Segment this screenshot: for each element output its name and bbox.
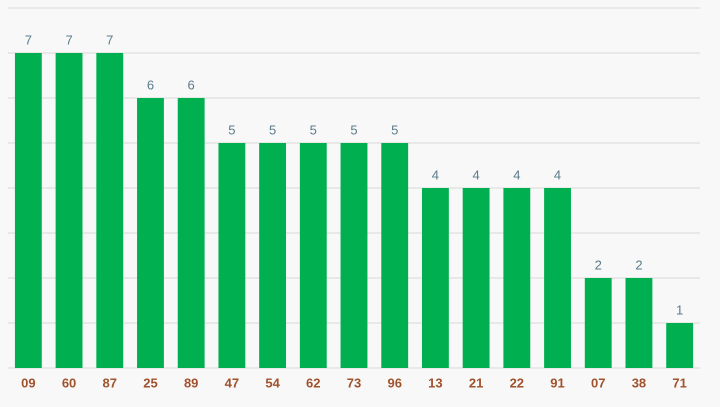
value-label: 7 <box>65 32 72 47</box>
x-tick-label: 91 <box>550 375 564 390</box>
value-label: 6 <box>147 77 154 92</box>
bar <box>177 98 205 368</box>
x-tick-label: 47 <box>225 375 239 390</box>
value-label: 5 <box>310 122 317 137</box>
x-tick-label: 22 <box>510 375 524 390</box>
bar <box>340 143 368 368</box>
x-tick-label: 09 <box>21 375 35 390</box>
value-label: 4 <box>473 167 480 182</box>
value-label: 7 <box>25 32 32 47</box>
bar <box>55 53 83 368</box>
bar <box>259 143 287 368</box>
x-tick-label: 25 <box>143 375 157 390</box>
value-label: 4 <box>513 167 520 182</box>
value-label: 2 <box>595 257 602 272</box>
x-tick-label: 60 <box>62 375 76 390</box>
bar <box>421 188 449 368</box>
value-label: 5 <box>269 122 276 137</box>
value-label: 2 <box>635 257 642 272</box>
value-label: 5 <box>350 122 357 137</box>
x-tick-label: 21 <box>469 375 483 390</box>
value-label: 4 <box>554 167 561 182</box>
value-label: 6 <box>188 77 195 92</box>
x-tick-label: 54 <box>265 375 280 390</box>
value-label: 7 <box>106 32 113 47</box>
bar <box>625 278 653 368</box>
x-tick-label: 73 <box>347 375 361 390</box>
bar <box>137 98 164 368</box>
value-label: 1 <box>676 302 683 317</box>
bar <box>584 278 612 368</box>
x-tick-label: 62 <box>306 375 320 390</box>
x-tick-label: 89 <box>184 375 198 390</box>
bar <box>218 143 246 368</box>
x-tick-label: 71 <box>672 375 686 390</box>
x-tick-label: 13 <box>428 375 442 390</box>
value-label: 5 <box>228 122 235 137</box>
bar <box>381 143 409 368</box>
bar <box>14 53 42 368</box>
bar <box>503 188 531 368</box>
bar <box>666 323 694 368</box>
bar <box>544 188 571 368</box>
bar <box>96 53 124 368</box>
x-tick-label: 87 <box>103 375 117 390</box>
x-tick-label: 38 <box>632 375 646 390</box>
value-label: 5 <box>391 122 398 137</box>
value-label: 4 <box>432 167 439 182</box>
x-tick-label: 96 <box>387 375 401 390</box>
bar <box>462 188 490 368</box>
bar <box>299 143 327 368</box>
x-tick-label: 07 <box>591 375 605 390</box>
